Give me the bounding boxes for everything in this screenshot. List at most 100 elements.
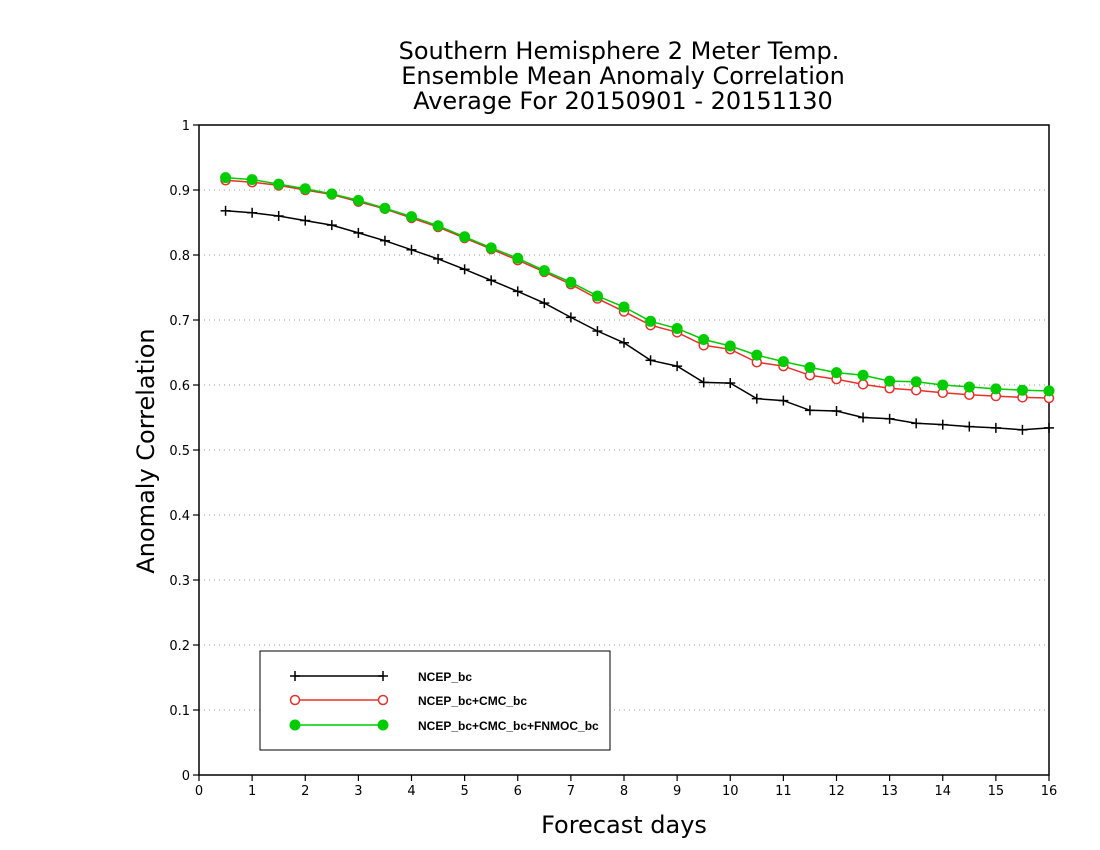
y-axis-title: Anomaly Correlation <box>132 328 160 573</box>
data-point <box>1044 422 1054 433</box>
data-point <box>1017 424 1028 435</box>
data-point <box>645 315 657 327</box>
data-point <box>326 188 338 200</box>
legend-marker <box>377 719 389 731</box>
legend-label: NCEP_bc <box>418 670 472 684</box>
series-ncep-bc-cmc-bc <box>220 175 1055 404</box>
data-point <box>751 349 763 361</box>
data-point <box>857 369 869 381</box>
series-line <box>225 210 1050 431</box>
data-point <box>406 211 417 223</box>
y-tick-label: 0.6 <box>169 379 190 394</box>
data-point <box>565 276 577 288</box>
data-point <box>910 376 922 388</box>
data-point <box>299 183 311 195</box>
y-tick-label: 0.9 <box>169 184 190 199</box>
data-point <box>273 211 284 221</box>
data-point <box>486 275 497 286</box>
data-point <box>591 290 603 302</box>
series-line <box>225 179 1050 399</box>
data-point <box>247 207 258 218</box>
title-line-3: Average For 20150901 - 20151130 <box>413 87 833 115</box>
data-point <box>246 174 258 186</box>
x-tick-label: 9 <box>673 784 681 799</box>
series-ncep-bc <box>220 205 1054 435</box>
data-point <box>857 379 869 390</box>
data-point <box>911 418 922 429</box>
data-point <box>220 205 231 216</box>
data-point <box>273 178 285 190</box>
data-point <box>353 227 364 238</box>
data-point <box>379 202 391 214</box>
legend-label: NCEP_bc+CMC_bc <box>418 694 527 708</box>
series-line <box>225 176 1050 392</box>
data-point <box>858 412 869 423</box>
data-point <box>672 361 683 372</box>
x-tick-label: 10 <box>722 784 739 799</box>
data-point <box>326 220 337 231</box>
y-tick-label: 0.2 <box>169 639 190 654</box>
data-point <box>804 361 816 373</box>
x-tick-label: 4 <box>407 784 415 799</box>
data-point <box>1016 384 1028 396</box>
data-point <box>884 375 896 387</box>
title-line-2: Ensemble Mean Anomaly Correlation <box>401 62 845 90</box>
chart-title: Southern Hemisphere 2 Meter Temp. Ensemb… <box>399 37 845 115</box>
legend-item: NCEP_bc+CMC_bc+FNMOC_bc <box>289 719 599 733</box>
data-point <box>990 383 1002 395</box>
x-tick-label: 7 <box>567 784 575 799</box>
x-tick-label: 5 <box>460 784 468 799</box>
y-tick-label: 0.1 <box>169 704 190 719</box>
series-ncep-bc-cmc-bc-fnmoc-bc <box>220 172 1055 397</box>
y-tick-label: 0.7 <box>169 314 190 329</box>
data-point <box>592 326 603 337</box>
legend-marker <box>377 694 389 706</box>
data-point <box>724 340 736 352</box>
x-tick-label: 15 <box>988 784 1005 799</box>
legend-label: NCEP_bc+CMC_bc+FNMOC_bc <box>418 719 599 733</box>
x-tick-label: 0 <box>195 784 203 799</box>
data-point <box>618 301 630 313</box>
data-point <box>777 356 789 368</box>
data-point <box>539 298 550 309</box>
data-point <box>565 312 576 323</box>
y-tick-label: 0.3 <box>169 574 190 589</box>
data-point <box>698 334 710 345</box>
data-point <box>512 286 523 297</box>
data-point <box>1043 385 1055 397</box>
data-point <box>831 367 842 379</box>
legend-item: NCEP_bc <box>290 670 472 684</box>
data-point <box>512 252 524 264</box>
data-point <box>751 393 762 404</box>
y-tick-label: 0 <box>182 769 190 784</box>
x-tick-label: 8 <box>620 784 628 799</box>
data-point <box>406 244 417 255</box>
data-point <box>645 355 656 366</box>
series-lines <box>220 172 1055 435</box>
data-point <box>964 421 975 432</box>
legend: NCEP_bc NCEP_bc+CMC_bc NCEP_bc+CMC_bc+FNMO… <box>259 650 611 751</box>
data-point <box>671 322 683 334</box>
data-point <box>459 264 470 275</box>
x-axis-title: Forecast days <box>541 811 707 839</box>
x-tick-label: 3 <box>354 784 362 799</box>
x-tick-label: 13 <box>881 784 898 799</box>
legend-marker <box>289 719 301 731</box>
legend-marker <box>290 671 300 681</box>
title-line-1: Southern Hemisphere 2 Meter Temp. <box>399 37 840 65</box>
x-tick-label: 2 <box>301 784 309 799</box>
data-point <box>352 194 364 206</box>
data-point <box>937 419 948 430</box>
data-point <box>804 405 815 416</box>
y-tick-label: 0.8 <box>169 249 190 264</box>
data-point <box>990 422 1001 433</box>
x-tick-label: 14 <box>934 784 951 799</box>
data-point <box>379 235 390 246</box>
data-point <box>432 220 444 232</box>
y-tick-label: 0.5 <box>169 444 190 459</box>
x-tick-label: 6 <box>514 784 522 799</box>
data-point <box>778 395 789 406</box>
data-point <box>831 406 842 416</box>
legend-item: NCEP_bc+CMC_bc <box>289 694 527 708</box>
